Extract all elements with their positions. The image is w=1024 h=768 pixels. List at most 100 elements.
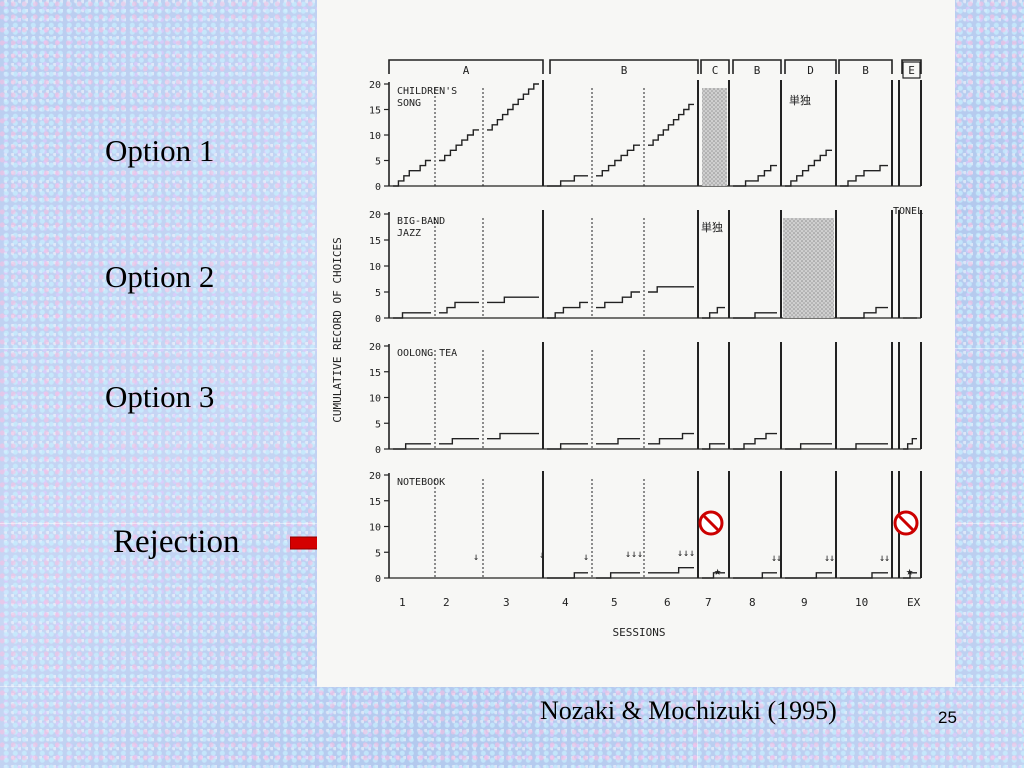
phase-label: D: [807, 64, 814, 77]
y-tick-label: 20: [369, 210, 381, 221]
cumulative-step-line: [439, 438, 479, 445]
y-tick-label: 15: [369, 236, 381, 247]
phase-bracket: [388, 59, 544, 74]
rejection-mark: ↓: [631, 549, 637, 560]
session-label: 1: [399, 596, 406, 609]
cumulative-step-line: [785, 149, 832, 187]
phase-label: E: [908, 64, 915, 77]
cumulative-step-line: [547, 175, 588, 187]
prohibition-icon-slash: [897, 514, 915, 532]
rejection-mark: ↓: [884, 553, 890, 564]
rejection-mark: ↓: [677, 548, 683, 559]
phase-annotation: 単独: [789, 93, 811, 107]
cumulative-step-line: [702, 572, 725, 579]
cumulative-step-line: [487, 432, 539, 440]
y-tick-label: 15: [369, 106, 381, 117]
y-tick-label: 10: [369, 394, 381, 405]
phase-bracket: [784, 59, 837, 74]
star-mark: ★: [714, 564, 721, 578]
row-item-name: NOTEBOOK: [397, 477, 445, 488]
cumulative-step-line: [903, 438, 917, 450]
cumulative-step-line: [903, 572, 917, 579]
rejection-mark: ↓: [776, 553, 782, 564]
rejection-mark: ↓: [689, 548, 695, 559]
rejection-mark: ↓: [637, 549, 643, 560]
prohibition-icon-slash: [702, 514, 720, 532]
stippled-area: [702, 88, 727, 186]
cumulative-step-line: [439, 301, 479, 314]
session-label: 7: [705, 596, 712, 609]
y-tick-label: 0: [375, 314, 381, 325]
session-label: 2: [443, 596, 450, 609]
phase-e-box: [902, 61, 921, 79]
option-3-label: Option 3: [105, 379, 215, 414]
rejection-mark: ↓: [583, 552, 589, 563]
phase-bracket: [549, 59, 699, 74]
cumulative-step-line: [733, 572, 777, 579]
y-tick-label: 5: [375, 419, 381, 430]
y-tick-label: 5: [375, 548, 381, 559]
cumulative-step-line: [547, 443, 588, 450]
cumulative-step-line: [547, 572, 588, 579]
phase-label: B: [862, 64, 869, 77]
phase-annotation: 単独: [701, 220, 723, 234]
x-axis-title: SESSIONS: [613, 626, 666, 639]
cumulative-step-line: [596, 144, 640, 177]
session-label: 5: [611, 596, 618, 609]
y-tick-label: 20: [369, 80, 381, 91]
y-tick-label: 0: [375, 182, 381, 193]
phase-bracket: [901, 59, 922, 74]
y-tick-label: 5: [375, 288, 381, 299]
row-item-name: SONG: [397, 98, 421, 109]
cumulative-step-line: [840, 443, 888, 450]
cumulative-step-line: [648, 286, 694, 293]
row-item-name: BIG-BAND: [397, 216, 445, 227]
rejection-mark: ↓: [829, 553, 835, 564]
phase-bracket: [732, 59, 782, 74]
phase-label: B: [621, 64, 628, 77]
cumulative-step-line: [487, 83, 539, 131]
cumulative-step-line: [596, 291, 640, 309]
cumulative-step-line: [547, 301, 588, 319]
cumulative-step-line: [648, 567, 694, 574]
cumulative-step-line: [393, 159, 431, 187]
rejection-mark: ↓: [824, 553, 830, 564]
y-tick-label: 15: [369, 497, 381, 508]
phase-bracket: [838, 59, 893, 74]
phase-label: C: [712, 64, 719, 77]
rejection-mark: ↓: [879, 553, 885, 564]
cumulative-step-line: [785, 443, 832, 450]
session-label: 9: [801, 596, 808, 609]
option-1-label: Option 1: [105, 133, 215, 168]
cumulative-step-line: [596, 438, 640, 445]
y-tick-label: 20: [369, 471, 381, 482]
phase-bracket: [700, 59, 730, 74]
cumulative-step-line: [733, 164, 777, 187]
row-item-name: OOLONG TEA: [397, 348, 457, 359]
cumulative-step-line: [393, 443, 431, 450]
row-item-name: CHILDREN'S: [397, 86, 457, 97]
cumulative-step-line: [702, 306, 725, 319]
slide-number: 25: [938, 708, 957, 727]
y-tick-label: 10: [369, 262, 381, 273]
rejection-mark: ↓: [771, 553, 777, 564]
stippled-area: [783, 218, 834, 318]
y-tick-label: 20: [369, 342, 381, 353]
session-label: EX: [907, 596, 921, 609]
cumulative-step-line: [702, 443, 725, 450]
rejection-label: Rejection: [113, 524, 240, 560]
cumulative-step-line: [439, 129, 479, 162]
citation: Nozaki & Mochizuki (1995): [540, 696, 837, 725]
cumulative-step-line: [648, 432, 694, 445]
session-label: 6: [664, 596, 671, 609]
option-2-label: Option 2: [105, 259, 215, 294]
cumulative-step-line: [648, 103, 694, 146]
rejection-mark: ↓: [683, 548, 689, 559]
y-axis-title: CUMULATIVE RECORD OF CHOICES: [331, 237, 344, 422]
cumulative-step-line: [840, 164, 888, 187]
y-tick-label: 10: [369, 131, 381, 142]
y-tick-label: 10: [369, 523, 381, 534]
phase-annotation: TONEL: [893, 206, 923, 217]
rejection-mark: ↓: [539, 550, 545, 561]
cumulative-record-chart: A B C B D B E05101520CHILDREN'SSONG05101520BIG…: [331, 59, 923, 639]
